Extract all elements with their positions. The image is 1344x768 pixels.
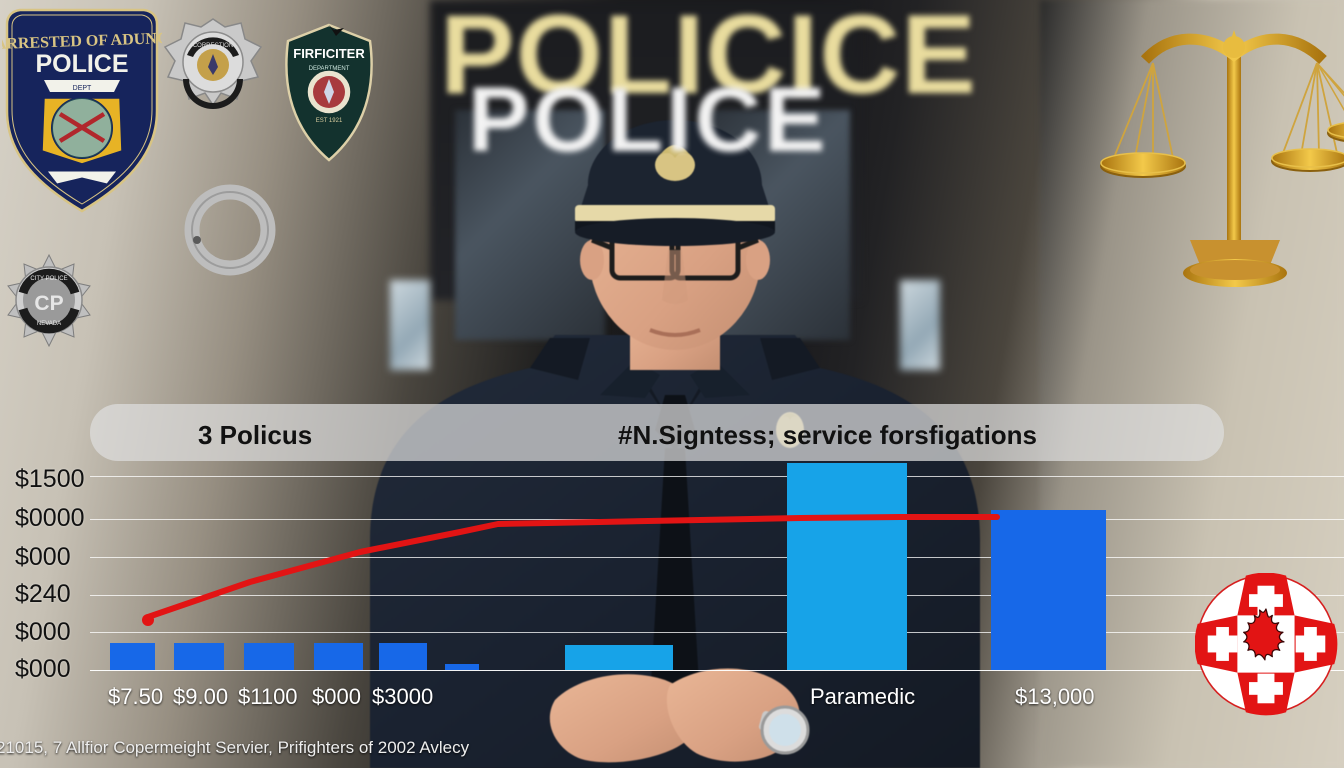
svg-text:OFFICER: OFFICER (200, 84, 227, 90)
svg-text:EST 1921: EST 1921 (316, 118, 343, 124)
svg-text:CITY POLICE: CITY POLICE (30, 276, 67, 282)
svg-text:FIRFICITER: FIRFICITER (293, 46, 365, 61)
svg-text:DEPT: DEPT (73, 85, 92, 92)
svg-text:NEVADA: NEVADA (37, 321, 61, 327)
svg-text:CP: CP (34, 292, 63, 315)
svg-text:POLICE: POLICE (35, 50, 128, 78)
svg-text:CORRECTION: CORRECTION (193, 43, 233, 49)
